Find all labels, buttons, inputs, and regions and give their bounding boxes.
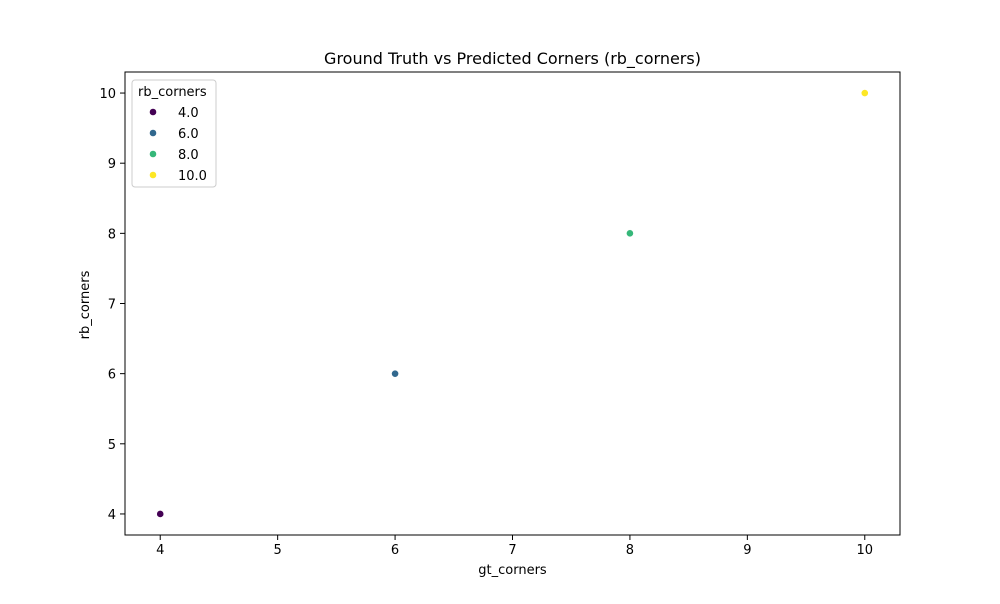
x-tick-label: 4 xyxy=(156,543,164,558)
data-point xyxy=(860,89,869,97)
legend: rb_corners 4.0 6.0 8.0 10.0 xyxy=(131,79,217,188)
x-tick-label: 6 xyxy=(391,543,399,558)
chart-title: Ground Truth vs Predicted Corners (rb_co… xyxy=(324,49,701,69)
legend-marker xyxy=(149,129,157,137)
data-point xyxy=(626,229,634,238)
plot-area-frame xyxy=(124,71,901,536)
y-axis-ticks: 4 5 6 7 8 9 10 xyxy=(99,87,125,523)
x-axis-label: gt_corners xyxy=(478,563,547,578)
x-tick-label: 7 xyxy=(508,543,516,558)
y-tick-label: 5 xyxy=(108,438,116,453)
y-tick-label: 9 xyxy=(108,157,116,172)
legend-entries: 4.0 6.0 8.0 10.0 xyxy=(149,106,207,184)
y-tick-label: 10 xyxy=(99,87,116,102)
x-tick-label: 9 xyxy=(743,543,751,558)
legend-box xyxy=(131,79,217,188)
y-tick-label: 8 xyxy=(108,227,116,242)
legend-title: rb_corners xyxy=(138,85,207,100)
x-axis-ticks: 4 5 6 7 8 9 10 xyxy=(156,535,873,558)
x-tick-label: 8 xyxy=(626,543,634,558)
legend-label: 10.0 xyxy=(178,169,207,184)
legend-label: 4.0 xyxy=(178,106,199,121)
x-tick-label: 10 xyxy=(856,543,873,558)
y-tick-label: 6 xyxy=(108,368,116,383)
data-point xyxy=(391,369,399,378)
x-tick-label: 5 xyxy=(274,543,282,558)
legend-marker xyxy=(149,150,157,158)
legend-label: 6.0 xyxy=(178,127,199,142)
y-axis-label: rb_corners xyxy=(78,270,93,339)
legend-marker xyxy=(149,171,157,179)
y-tick-label: 7 xyxy=(108,298,116,313)
y-tick-label: 4 xyxy=(108,508,116,523)
legend-label: 8.0 xyxy=(178,148,199,163)
legend-marker xyxy=(149,108,157,116)
data-point xyxy=(156,510,165,518)
data-points xyxy=(156,89,869,518)
